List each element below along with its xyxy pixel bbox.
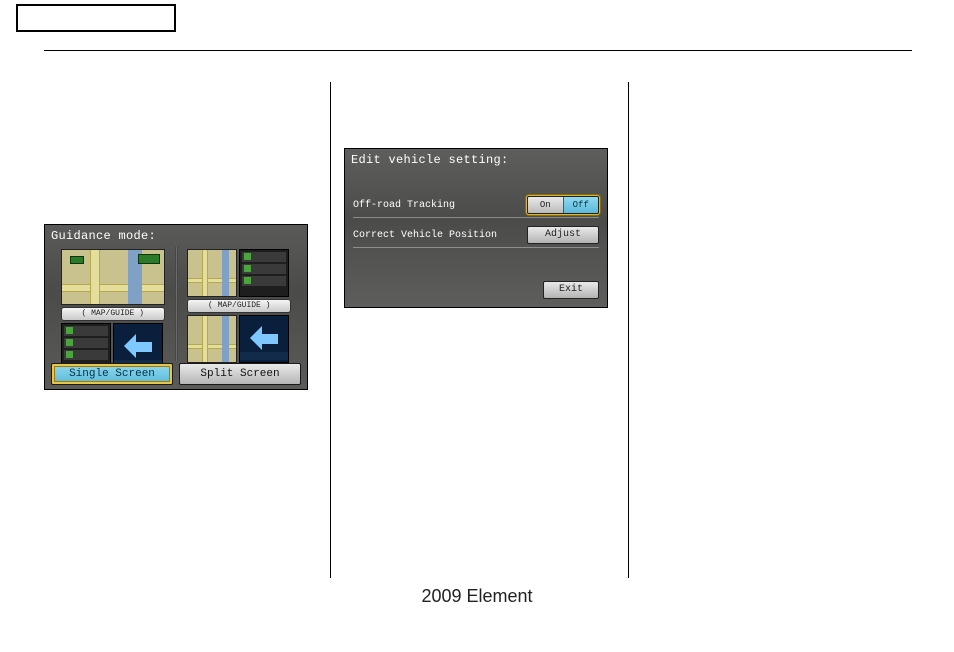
divider-horizontal <box>44 50 912 51</box>
turn-panel-right <box>239 315 289 363</box>
column-divider-2 <box>628 82 629 578</box>
guidance-mode-buttons: Single Screen Split Screen <box>51 363 301 385</box>
split-map-bottom <box>187 315 237 363</box>
row-underline-1 <box>353 217 599 218</box>
map-guide-tab-right[interactable]: ( MAP/GUIDE ) <box>187 299 291 313</box>
offroad-tracking-toggle[interactable]: On Off <box>527 196 599 214</box>
split-bottom <box>187 315 291 363</box>
split-screen-button[interactable]: Split Screen <box>179 363 301 385</box>
adjust-button[interactable]: Adjust <box>527 226 599 244</box>
vehicle-title: Edit vehicle setting: <box>345 149 607 169</box>
guidance-mode-screen: Guidance mode: ( MAP/GUIDE ) <box>44 224 308 390</box>
correct-position-label: Correct Vehicle Position <box>353 230 527 241</box>
guidance-title: Guidance mode: <box>45 225 307 245</box>
offroad-on-option[interactable]: On <box>528 197 564 213</box>
split-map-top <box>187 249 237 297</box>
single-map-full <box>61 249 165 305</box>
row-underline-2 <box>353 247 599 248</box>
map-guide-tab-left[interactable]: ( MAP/GUIDE ) <box>61 307 165 321</box>
edit-vehicle-setting-screen: Edit vehicle setting: Off-road Tracking … <box>344 148 608 308</box>
single-screen-button[interactable]: Single Screen <box>51 363 173 385</box>
turn-list-right-top <box>239 249 289 297</box>
offroad-off-option[interactable]: Off <box>564 197 599 213</box>
guidance-col-split: ( MAP/GUIDE ) <box>178 247 302 361</box>
correct-position-row: Correct Vehicle Position Adjust <box>353 225 599 245</box>
page-footer-text: 2009 Element <box>0 586 954 607</box>
exit-button[interactable]: Exit <box>543 281 599 299</box>
guidance-body: ( MAP/GUIDE ) ( MAP/GUIDE ) <box>51 247 301 361</box>
column-divider-1 <box>330 82 331 578</box>
offroad-tracking-label: Off-road Tracking <box>353 200 527 211</box>
header-empty-box <box>16 4 176 32</box>
split-top <box>187 249 291 297</box>
offroad-tracking-row: Off-road Tracking On Off <box>353 195 599 215</box>
guidance-col-single: ( MAP/GUIDE ) <box>51 247 175 361</box>
